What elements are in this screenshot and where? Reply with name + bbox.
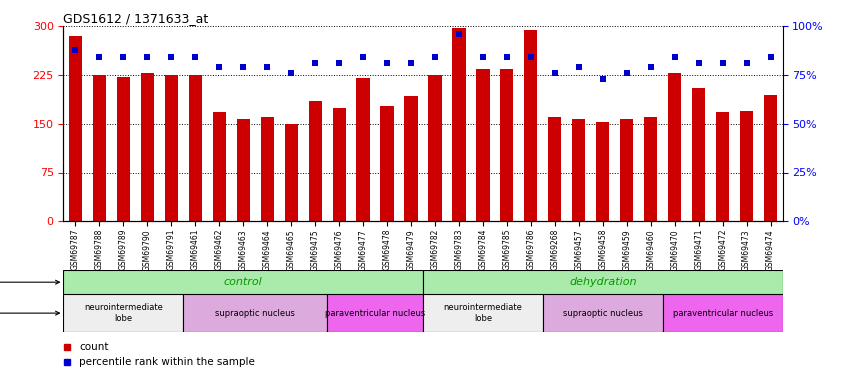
Point: [524, 54, 537, 60]
Point: [620, 70, 634, 76]
Point: [332, 60, 346, 66]
Bar: [596, 123, 609, 221]
Bar: [381, 105, 393, 221]
Point: [380, 60, 393, 66]
Point: [716, 60, 729, 66]
Point: [117, 54, 130, 60]
Bar: [423, 294, 543, 332]
Text: neurointermediate
lobe: neurointermediate lobe: [84, 303, 162, 323]
Text: dehydration: dehydration: [569, 277, 636, 287]
Bar: [93, 75, 106, 221]
Point: [308, 60, 321, 66]
Text: supraoptic nucleus: supraoptic nucleus: [215, 309, 295, 318]
Point: [692, 60, 706, 66]
Bar: [327, 294, 423, 332]
Bar: [716, 112, 729, 221]
Text: count: count: [80, 342, 109, 352]
Bar: [423, 270, 783, 294]
Text: paraventricular nucleus: paraventricular nucleus: [325, 309, 426, 318]
Text: protocol: protocol: [0, 277, 59, 287]
Bar: [404, 96, 418, 221]
Bar: [63, 294, 184, 332]
Text: GDS1612 / 1371633_at: GDS1612 / 1371633_at: [63, 12, 209, 25]
Point: [284, 70, 298, 76]
Bar: [525, 30, 537, 221]
Point: [500, 54, 514, 60]
Bar: [261, 117, 274, 221]
Bar: [309, 101, 321, 221]
Bar: [764, 94, 777, 221]
Point: [596, 76, 609, 82]
Bar: [692, 88, 706, 221]
Text: paraventricular nucleus: paraventricular nucleus: [673, 309, 772, 318]
Point: [356, 54, 370, 60]
Bar: [572, 118, 585, 221]
Bar: [543, 294, 662, 332]
Point: [189, 54, 202, 60]
Point: [739, 60, 753, 66]
Bar: [453, 28, 465, 221]
Text: neurointermediate
lobe: neurointermediate lobe: [443, 303, 522, 323]
Bar: [548, 117, 562, 221]
Bar: [69, 36, 82, 221]
Point: [92, 54, 106, 60]
Bar: [237, 118, 250, 221]
Bar: [620, 118, 634, 221]
Point: [212, 64, 226, 70]
Bar: [165, 75, 178, 221]
Bar: [140, 73, 154, 221]
Point: [548, 70, 562, 76]
Point: [572, 64, 585, 70]
Text: control: control: [224, 277, 262, 287]
Point: [404, 60, 418, 66]
Bar: [63, 270, 423, 294]
Bar: [284, 124, 298, 221]
Bar: [332, 108, 346, 221]
Text: percentile rank within the sample: percentile rank within the sample: [80, 357, 255, 367]
Bar: [476, 69, 490, 221]
Point: [69, 46, 82, 53]
Bar: [740, 111, 753, 221]
Point: [261, 64, 274, 70]
Point: [764, 54, 777, 60]
Bar: [184, 294, 327, 332]
Bar: [500, 69, 514, 221]
Text: supraoptic nucleus: supraoptic nucleus: [563, 309, 643, 318]
Point: [452, 31, 465, 37]
Point: [140, 54, 154, 60]
Point: [667, 54, 681, 60]
Bar: [189, 75, 202, 221]
Bar: [668, 73, 681, 221]
Bar: [428, 75, 442, 221]
Bar: [117, 77, 130, 221]
Point: [644, 64, 657, 70]
Bar: [212, 112, 226, 221]
Point: [476, 54, 490, 60]
Point: [428, 54, 442, 60]
Point: [236, 64, 250, 70]
Bar: [662, 294, 783, 332]
Text: tissue: tissue: [0, 308, 59, 318]
Bar: [644, 117, 657, 221]
Point: [164, 54, 178, 60]
Bar: [356, 78, 370, 221]
